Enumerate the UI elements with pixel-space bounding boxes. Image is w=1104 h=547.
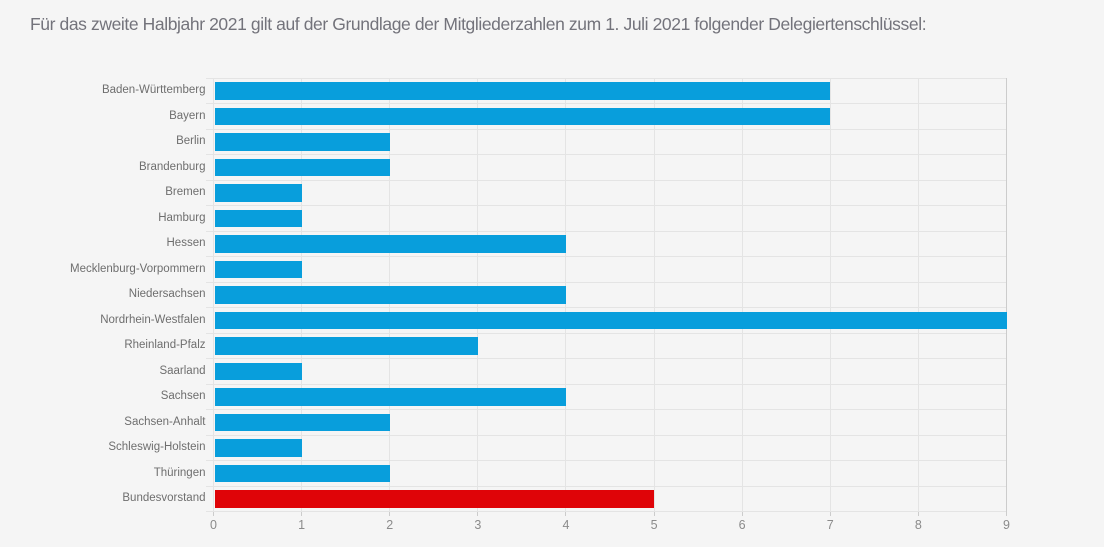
x-axis-tick-label: 1: [298, 517, 306, 532]
h-gridline: [205, 511, 1007, 512]
page-title: Für das zweite Halbjahr 2021 gilt auf de…: [30, 14, 927, 34]
x-axis-tick: [565, 511, 567, 516]
y-axis-label: Niedersachsen: [128, 288, 206, 300]
x-axis-tick-label: 6: [738, 517, 746, 532]
h-gridline: [205, 358, 1007, 359]
y-axis-label: Thüringen: [153, 466, 206, 479]
bar[interactable]: [215, 209, 302, 227]
y-axis-label: Bremen: [165, 186, 206, 198]
y-axis-label: Rheinland-Pfalz: [124, 339, 206, 351]
x-axis-tick-label: 4: [562, 517, 570, 532]
y-axis-label: Mecklenburg-Vorpommern: [69, 262, 206, 275]
bar[interactable]: [215, 260, 302, 278]
h-gridline: [205, 103, 1007, 104]
y-axis-label: Nordrhein-Westfalen: [100, 313, 206, 326]
x-axis-tick: [389, 511, 391, 516]
h-gridline: [205, 383, 1007, 385]
x-axis-tick: [1006, 511, 1007, 516]
y-axis-label: Berlin: [176, 135, 206, 147]
h-gridline: [205, 128, 1007, 130]
x-axis-tick: [829, 511, 831, 516]
x-axis-tick-label: 2: [386, 517, 394, 532]
x-axis-tick: [917, 511, 919, 516]
y-axis-label: Schleswig-Holstein: [108, 441, 206, 453]
h-gridline: [205, 77, 1007, 79]
y-axis-label: Brandenburg: [139, 160, 206, 173]
bar[interactable]: [215, 439, 302, 457]
y-axis-label: Bundesvorstand: [122, 492, 206, 504]
x-axis-tick-label: 5: [650, 517, 658, 532]
v-gridline: [829, 78, 831, 512]
v-gridline: [213, 78, 214, 512]
bar[interactable]: [215, 107, 831, 125]
bar[interactable]: [215, 490, 655, 508]
x-axis-tick-label: 3: [474, 517, 482, 532]
v-gridline: [1006, 78, 1007, 512]
bar[interactable]: [215, 388, 566, 406]
h-gridline: [205, 332, 1007, 334]
y-axis-label: Sachsen-Anhalt: [124, 415, 206, 428]
bar[interactable]: [215, 464, 390, 482]
h-gridline: [205, 281, 1007, 283]
x-axis-tick: [301, 511, 303, 516]
y-axis-label: Hessen: [166, 237, 206, 249]
bar[interactable]: [215, 82, 831, 100]
v-gridline: [917, 78, 919, 512]
y-axis-label: Sachsen: [160, 390, 206, 402]
x-axis-tick-label: 8: [914, 517, 922, 532]
x-axis-tick: [213, 511, 214, 516]
v-gridline: [741, 78, 743, 512]
y-axis-label: Bayern: [169, 109, 206, 122]
y-axis-label: Saarland: [159, 364, 206, 377]
x-axis-tick: [477, 511, 479, 516]
x-axis-tick-label: 0: [210, 517, 217, 532]
y-axis-label: Baden-Württemberg: [101, 84, 206, 96]
bar[interactable]: [215, 133, 390, 151]
h-gridline: [205, 409, 1007, 410]
x-axis-tick: [653, 511, 655, 516]
y-axis-label: Hamburg: [158, 211, 206, 224]
h-gridline: [205, 256, 1007, 257]
x-axis-tick: [741, 511, 743, 516]
bar[interactable]: [215, 413, 390, 431]
v-gridline: [653, 78, 655, 512]
bar[interactable]: [215, 286, 566, 304]
h-gridline: [205, 230, 1007, 232]
x-axis-tick-label: 7: [826, 517, 834, 532]
x-axis-tick-label: 9: [1003, 517, 1010, 532]
h-gridline: [205, 307, 1007, 308]
bar[interactable]: [215, 362, 302, 380]
bar[interactable]: [215, 235, 566, 253]
h-gridline: [205, 154, 1007, 155]
h-gridline: [205, 434, 1007, 436]
h-gridline: [205, 205, 1007, 206]
h-gridline: [205, 485, 1007, 487]
h-gridline: [205, 460, 1007, 461]
bar[interactable]: [215, 311, 1007, 329]
bar[interactable]: [215, 158, 390, 176]
bar[interactable]: [215, 184, 302, 202]
bar[interactable]: [215, 337, 478, 355]
h-gridline: [205, 179, 1007, 181]
